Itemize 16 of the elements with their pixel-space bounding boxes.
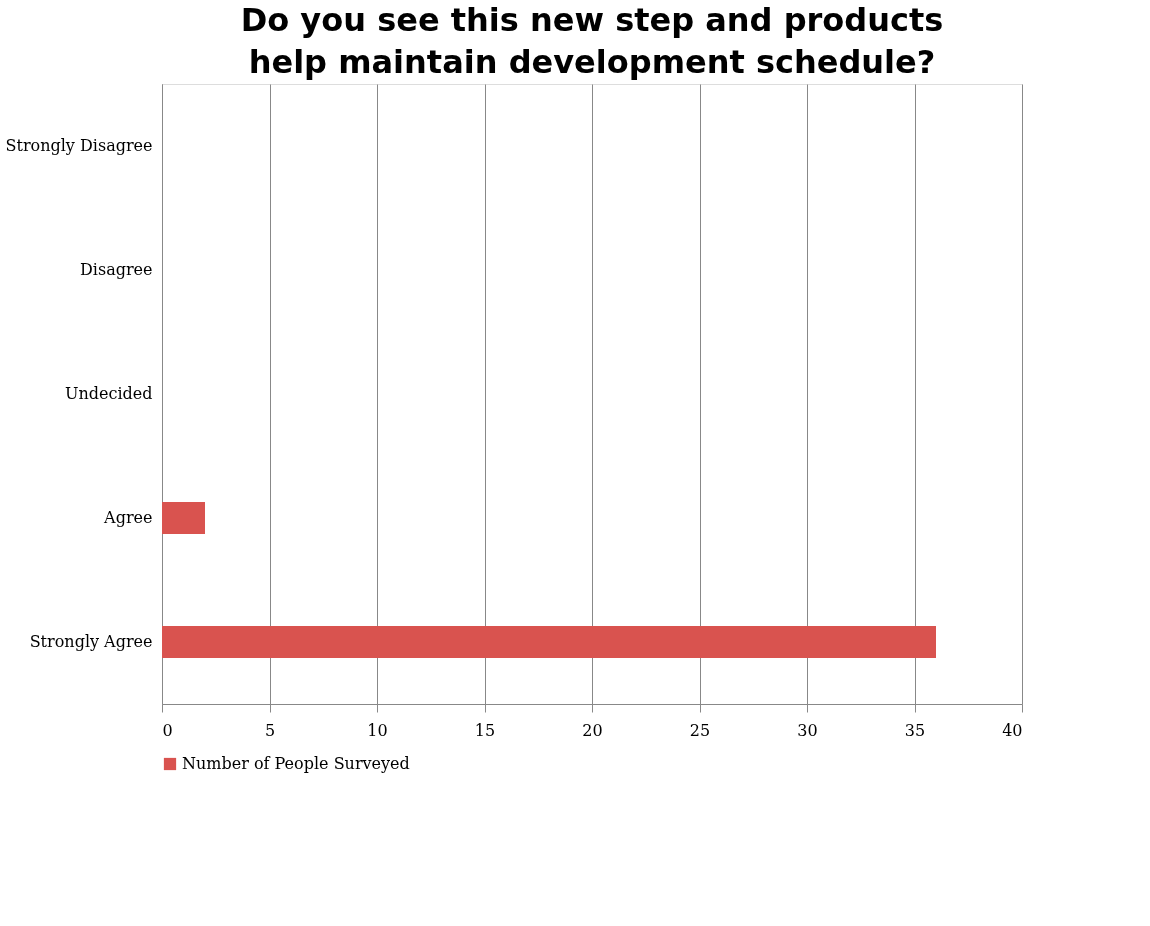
x-tick-label: 30: [797, 720, 818, 740]
y-tick-label: Undecided: [64, 384, 153, 403]
y-tick-label: Strongly Disagree: [5, 136, 153, 155]
x-tick-label: 25: [689, 720, 711, 740]
x-tick-label: 20: [582, 720, 603, 740]
y-tick-label: Disagree: [79, 260, 153, 279]
x-tick-label: 10: [367, 720, 388, 740]
x-tick-label: 15: [474, 720, 496, 740]
legend-label: Number of People Surveyed: [182, 754, 410, 773]
x-tick-label: 35: [904, 720, 926, 740]
y-tick-label: Strongly Agree: [29, 632, 153, 651]
x-tick-label: 0: [162, 720, 173, 740]
x-tick-label: 5: [264, 720, 276, 740]
y-tick-label: Agree: [103, 508, 153, 527]
chart-title: Do you see this new step and products help maintain development schedule?: [240, 1, 944, 81]
x-tick-label: 40: [1002, 720, 1023, 740]
